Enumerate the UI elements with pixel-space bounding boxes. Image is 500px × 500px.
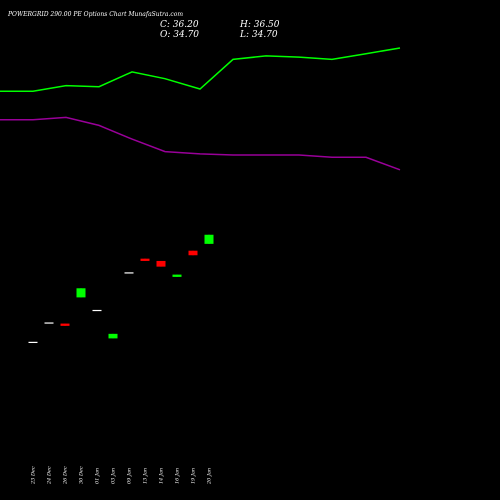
indicator-lines	[0, 47, 401, 171]
candle-body	[28, 341, 38, 344]
x-axis-ticks: 23 Dec 24 Dec 26 Dec 30 Dec 01 Jan 03 Jan 09 J…	[31, 466, 213, 485]
candle-5	[92, 309, 102, 312]
lower-line	[0, 116, 401, 171]
candle-body	[140, 258, 150, 261]
candle-body	[172, 274, 182, 277]
x-tick-label: 03 Jan	[111, 468, 117, 484]
upper-line	[0, 47, 401, 93]
candle-11	[188, 250, 198, 256]
candle-3	[60, 323, 70, 326]
high-value: H: 36.50	[239, 20, 280, 30]
candle-6	[108, 333, 118, 339]
candle-body	[124, 272, 134, 274]
low-value: L: 34.70	[239, 30, 278, 40]
candle-10	[172, 274, 182, 277]
candle-body	[92, 309, 102, 312]
candle-body	[156, 260, 166, 267]
candle-4	[76, 288, 86, 298]
x-tick-label: 24 Dec	[47, 466, 53, 485]
candle-body	[204, 234, 214, 244]
candle-body	[44, 322, 54, 324]
close-value: C: 36.20	[160, 20, 199, 30]
x-tick-label: 20 Jan	[207, 468, 213, 485]
x-tick-label: 14 Jan	[159, 468, 165, 484]
candle-body	[188, 250, 198, 256]
open-value: O: 34.70	[160, 30, 199, 40]
candle-8	[140, 258, 150, 261]
x-tick-label: 26 Dec	[63, 466, 69, 485]
candle-12	[204, 234, 214, 244]
candle-body	[76, 288, 86, 298]
x-tick-label: 19 Jan	[191, 468, 197, 484]
candle-9	[156, 260, 166, 267]
candles	[28, 234, 214, 344]
chart-title: POWERGRID 290.00 PE Options Chart Munafa…	[7, 11, 183, 18]
x-tick-label: 30 Dec	[79, 466, 85, 484]
x-tick-label: 01 Jan	[95, 468, 101, 484]
candle-2	[44, 322, 54, 324]
candle-1	[28, 341, 38, 344]
x-tick-label: 16 Jan	[175, 468, 181, 484]
candle-body	[108, 333, 118, 339]
x-tick-label: 13 Jan	[143, 468, 149, 484]
x-tick-label: 09 Jan	[127, 468, 133, 484]
x-tick-label: 23 Dec	[31, 466, 37, 485]
candle-body	[60, 323, 70, 326]
candle-7	[124, 272, 134, 274]
